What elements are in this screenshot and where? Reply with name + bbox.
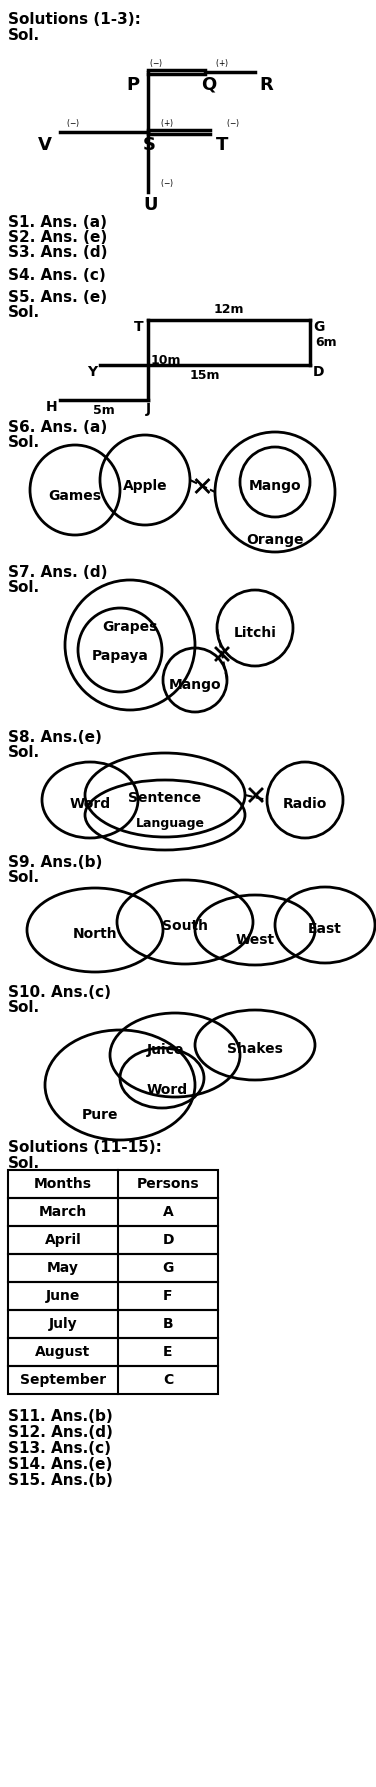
Bar <box>8 1197 218 1226</box>
Text: B: B <box>163 1317 173 1331</box>
Text: H: H <box>45 400 57 415</box>
Text: July: July <box>49 1317 77 1331</box>
Text: South: South <box>162 919 208 933</box>
Text: Shakes: Shakes <box>227 1042 283 1056</box>
Text: J: J <box>146 402 150 416</box>
Text: Persons: Persons <box>137 1178 199 1190</box>
Text: S11. Ans.(b): S11. Ans.(b) <box>8 1408 113 1424</box>
Text: Sol.: Sol. <box>8 29 40 43</box>
Text: G: G <box>162 1262 174 1274</box>
Text: S4. Ans. (c): S4. Ans. (c) <box>8 268 106 282</box>
Text: C: C <box>163 1372 173 1387</box>
Text: Sentence: Sentence <box>129 792 202 804</box>
Text: Sol.: Sol. <box>8 1156 40 1170</box>
Text: Sol.: Sol. <box>8 745 40 759</box>
Text: Games: Games <box>49 490 102 502</box>
Text: Mango: Mango <box>169 677 221 692</box>
Text: Apple: Apple <box>123 479 167 493</box>
Text: 10m: 10m <box>151 354 182 366</box>
Text: $^{(+)}$: $^{(+)}$ <box>160 120 174 130</box>
Text: G: G <box>313 320 324 334</box>
Text: V: V <box>38 136 52 154</box>
Text: Language: Language <box>135 817 205 829</box>
Text: $^{(-)}$: $^{(-)}$ <box>160 180 174 189</box>
Text: June: June <box>46 1288 80 1303</box>
Text: S8. Ans.(e): S8. Ans.(e) <box>8 731 102 745</box>
Text: East: East <box>308 922 342 936</box>
Text: S10. Ans.(c): S10. Ans.(c) <box>8 985 111 1001</box>
Text: U: U <box>143 197 158 214</box>
Text: Papaya: Papaya <box>92 649 149 663</box>
Text: $^{(-)}$: $^{(-)}$ <box>149 59 163 70</box>
Bar <box>8 1254 218 1281</box>
Text: D: D <box>162 1233 174 1247</box>
Text: Sol.: Sol. <box>8 581 40 595</box>
Text: S14. Ans.(e): S14. Ans.(e) <box>8 1456 112 1472</box>
Text: S2. Ans. (e): S2. Ans. (e) <box>8 231 107 245</box>
Text: T: T <box>133 320 143 334</box>
Text: September: September <box>20 1372 106 1387</box>
Text: Q: Q <box>201 77 216 95</box>
Text: 15m: 15m <box>190 368 220 382</box>
Text: S9. Ans.(b): S9. Ans.(b) <box>8 854 102 870</box>
Text: S3. Ans. (d): S3. Ans. (d) <box>8 245 108 259</box>
Text: Solutions (11-15):: Solutions (11-15): <box>8 1140 162 1154</box>
Text: Orange: Orange <box>246 533 304 547</box>
Text: Word: Word <box>70 797 111 811</box>
Text: T: T <box>216 136 228 154</box>
Text: Juice: Juice <box>146 1044 184 1056</box>
Bar <box>8 1365 218 1394</box>
Text: Months: Months <box>34 1178 92 1190</box>
Text: Radio: Radio <box>283 797 327 811</box>
Text: $^{(+)}$: $^{(+)}$ <box>215 59 229 70</box>
Text: P: P <box>127 77 140 95</box>
Text: A: A <box>163 1204 173 1219</box>
Text: North: North <box>73 927 117 942</box>
Text: S12. Ans.(d): S12. Ans.(d) <box>8 1424 113 1440</box>
Text: Sol.: Sol. <box>8 434 40 450</box>
Bar <box>8 1310 218 1338</box>
Text: S6. Ans. (a): S6. Ans. (a) <box>8 420 107 434</box>
Text: Sol.: Sol. <box>8 306 40 320</box>
Text: S15. Ans.(b): S15. Ans.(b) <box>8 1472 113 1489</box>
Text: S13. Ans.(c): S13. Ans.(c) <box>8 1440 111 1456</box>
Bar <box>8 1170 218 1197</box>
Text: Y: Y <box>87 365 97 379</box>
Text: Litchi: Litchi <box>233 625 276 640</box>
Bar <box>8 1281 218 1310</box>
Text: Solutions (1-3):: Solutions (1-3): <box>8 13 141 27</box>
Text: Pure: Pure <box>82 1108 118 1122</box>
Text: Sol.: Sol. <box>8 1001 40 1015</box>
Text: S: S <box>143 136 156 154</box>
Text: R: R <box>259 77 273 95</box>
Text: April: April <box>45 1233 81 1247</box>
Bar <box>8 1226 218 1254</box>
Text: March: March <box>39 1204 87 1219</box>
Text: August: August <box>35 1346 91 1358</box>
Text: 12m: 12m <box>214 304 244 316</box>
Text: Grapes: Grapes <box>102 620 158 634</box>
Text: Mango: Mango <box>249 479 301 493</box>
Text: Word: Word <box>146 1083 188 1097</box>
Text: 5m: 5m <box>93 404 115 416</box>
Text: E: E <box>163 1346 173 1358</box>
Text: $^{(-)}$: $^{(-)}$ <box>66 120 80 130</box>
Text: D: D <box>313 365 324 379</box>
Text: $^{(-)}$: $^{(-)}$ <box>226 120 240 130</box>
Text: Sol.: Sol. <box>8 870 40 885</box>
Text: May: May <box>47 1262 79 1274</box>
Text: S1. Ans. (a): S1. Ans. (a) <box>8 214 107 231</box>
Text: West: West <box>235 933 274 947</box>
Text: F: F <box>163 1288 173 1303</box>
Text: S7. Ans. (d): S7. Ans. (d) <box>8 565 108 581</box>
Text: 6m: 6m <box>315 336 337 348</box>
Text: S5. Ans. (e): S5. Ans. (e) <box>8 289 107 306</box>
Bar <box>8 1338 218 1365</box>
